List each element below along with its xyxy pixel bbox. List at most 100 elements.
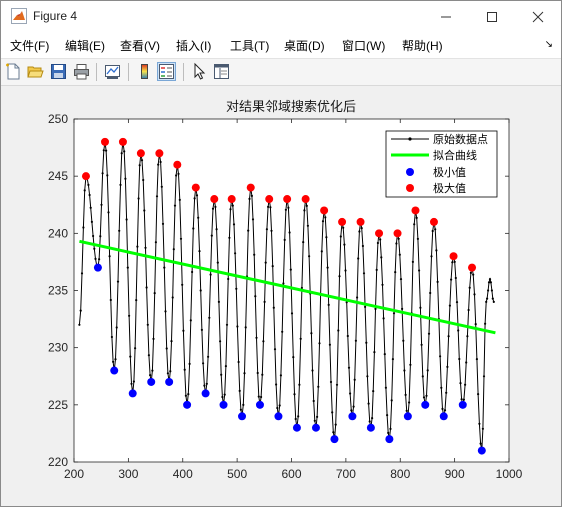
maximize-button[interactable]	[469, 1, 515, 32]
original-data-point	[159, 160, 162, 164]
original-data-point	[297, 415, 300, 418]
original-data-point	[356, 296, 359, 299]
original-data-point	[215, 228, 218, 231]
colorbar-button[interactable]	[135, 62, 154, 81]
original-data-point	[486, 297, 489, 300]
menu-tools[interactable]: 工具(T)	[230, 39, 270, 53]
minimum-point	[238, 412, 247, 421]
original-data-point	[251, 218, 255, 221]
original-data-point	[118, 229, 121, 232]
window-title: Figure 4	[33, 9, 78, 23]
original-data-point	[482, 375, 486, 378]
save-button[interactable]	[49, 62, 68, 81]
property-editor-button[interactable]	[212, 62, 231, 81]
print-button[interactable]	[72, 62, 91, 81]
menu-help[interactable]: 帮助(H)	[402, 39, 443, 53]
original-data-point	[481, 427, 484, 430]
minimize-icon	[441, 16, 451, 18]
chart[interactable]: 对结果邻域搜索优化后 200 300 400 500 600 700 800 900 10002…	[1, 86, 561, 506]
original-data-point	[275, 383, 278, 386]
new-figure-button[interactable]	[4, 62, 23, 81]
original-data-point	[415, 216, 418, 219]
original-data-point	[271, 265, 274, 268]
open-button[interactable]	[26, 62, 45, 81]
original-data-point	[458, 357, 461, 361]
original-data-point	[208, 316, 211, 319]
original-data-point	[299, 337, 302, 340]
original-data-point	[223, 393, 226, 396]
maximum-point	[265, 195, 274, 204]
original-data-point	[136, 245, 139, 248]
toolbar-separator	[183, 63, 184, 81]
minimize-button[interactable]	[423, 1, 469, 32]
original-data-point	[300, 286, 303, 289]
menu-dock-arrow-icon[interactable]: ↘	[544, 39, 553, 50]
original-data-point	[287, 206, 290, 209]
original-data-point	[405, 409, 408, 412]
original-data-point	[457, 329, 460, 332]
original-data-point	[237, 360, 240, 364]
menu-view[interactable]: 查看(V)	[120, 39, 160, 53]
legend-button[interactable]	[157, 62, 176, 81]
original-data-point	[155, 195, 159, 198]
y-tick-label: 225	[48, 398, 68, 412]
original-data-point	[99, 235, 102, 238]
original-data-point	[293, 393, 296, 396]
minimum-point	[93, 263, 102, 272]
original-data-point	[419, 306, 422, 309]
original-data-point	[82, 226, 85, 229]
menu-edit[interactable]: 编辑(E)	[65, 39, 105, 53]
original-data-point	[384, 386, 387, 389]
y-tick-label: 250	[48, 112, 68, 126]
minimum-point	[165, 377, 174, 386]
original-data-point	[282, 282, 285, 285]
original-data-point	[379, 238, 382, 241]
original-data-point	[143, 209, 146, 212]
close-button[interactable]	[515, 1, 561, 32]
edit-plot-button[interactable]	[190, 62, 209, 81]
original-data-point	[288, 231, 291, 234]
menu-window[interactable]: 窗口(W)	[342, 39, 386, 53]
original-data-point	[440, 386, 443, 389]
original-data-point	[116, 280, 120, 283]
legend[interactable]: 原始数据点 拟合曲线 极小值 极大值	[385, 130, 498, 198]
maximum-point	[118, 137, 127, 146]
original-data-point	[349, 392, 352, 395]
link-plot-icon	[105, 65, 120, 79]
original-data-point	[338, 275, 341, 278]
legend-label-min: 极小值	[433, 165, 466, 179]
original-data-point	[151, 369, 154, 372]
original-data-point	[484, 322, 487, 325]
original-data-point	[387, 431, 390, 434]
original-data-point	[231, 204, 234, 207]
menu-desktop[interactable]: 桌面(D)	[284, 39, 325, 53]
original-data-point	[446, 365, 449, 368]
legend-label-fit: 拟合曲线	[433, 148, 477, 162]
original-data-point	[324, 216, 327, 219]
original-data-point	[445, 391, 448, 394]
original-data-point	[100, 203, 103, 206]
maximum-point	[468, 263, 477, 272]
original-data-point	[420, 343, 423, 346]
original-data-point	[488, 278, 492, 281]
original-data-point	[181, 283, 184, 286]
menu-insert[interactable]: 插入(I)	[176, 39, 212, 53]
original-data-point	[184, 394, 187, 397]
minimum-point	[219, 400, 228, 409]
original-data-point	[269, 206, 272, 209]
original-data-point	[179, 237, 183, 240]
original-data-point	[235, 287, 238, 290]
link-plot-button[interactable]	[103, 62, 122, 81]
menu-bar: 文件(F) 编辑(E) 查看(V) 插入(I) 工具(T) 桌面(D) 窗口(W…	[1, 32, 561, 59]
original-data-point	[305, 204, 308, 207]
original-data-point	[177, 172, 180, 175]
maximum-point	[393, 229, 402, 238]
original-data-point	[135, 299, 138, 302]
original-data-point	[329, 380, 333, 384]
original-data-point	[114, 358, 117, 361]
minimum-point	[183, 400, 192, 409]
original-data-point	[408, 401, 411, 404]
original-data-point	[80, 272, 84, 275]
menu-file[interactable]: 文件(F)	[10, 39, 50, 53]
original-data-point	[140, 159, 144, 162]
